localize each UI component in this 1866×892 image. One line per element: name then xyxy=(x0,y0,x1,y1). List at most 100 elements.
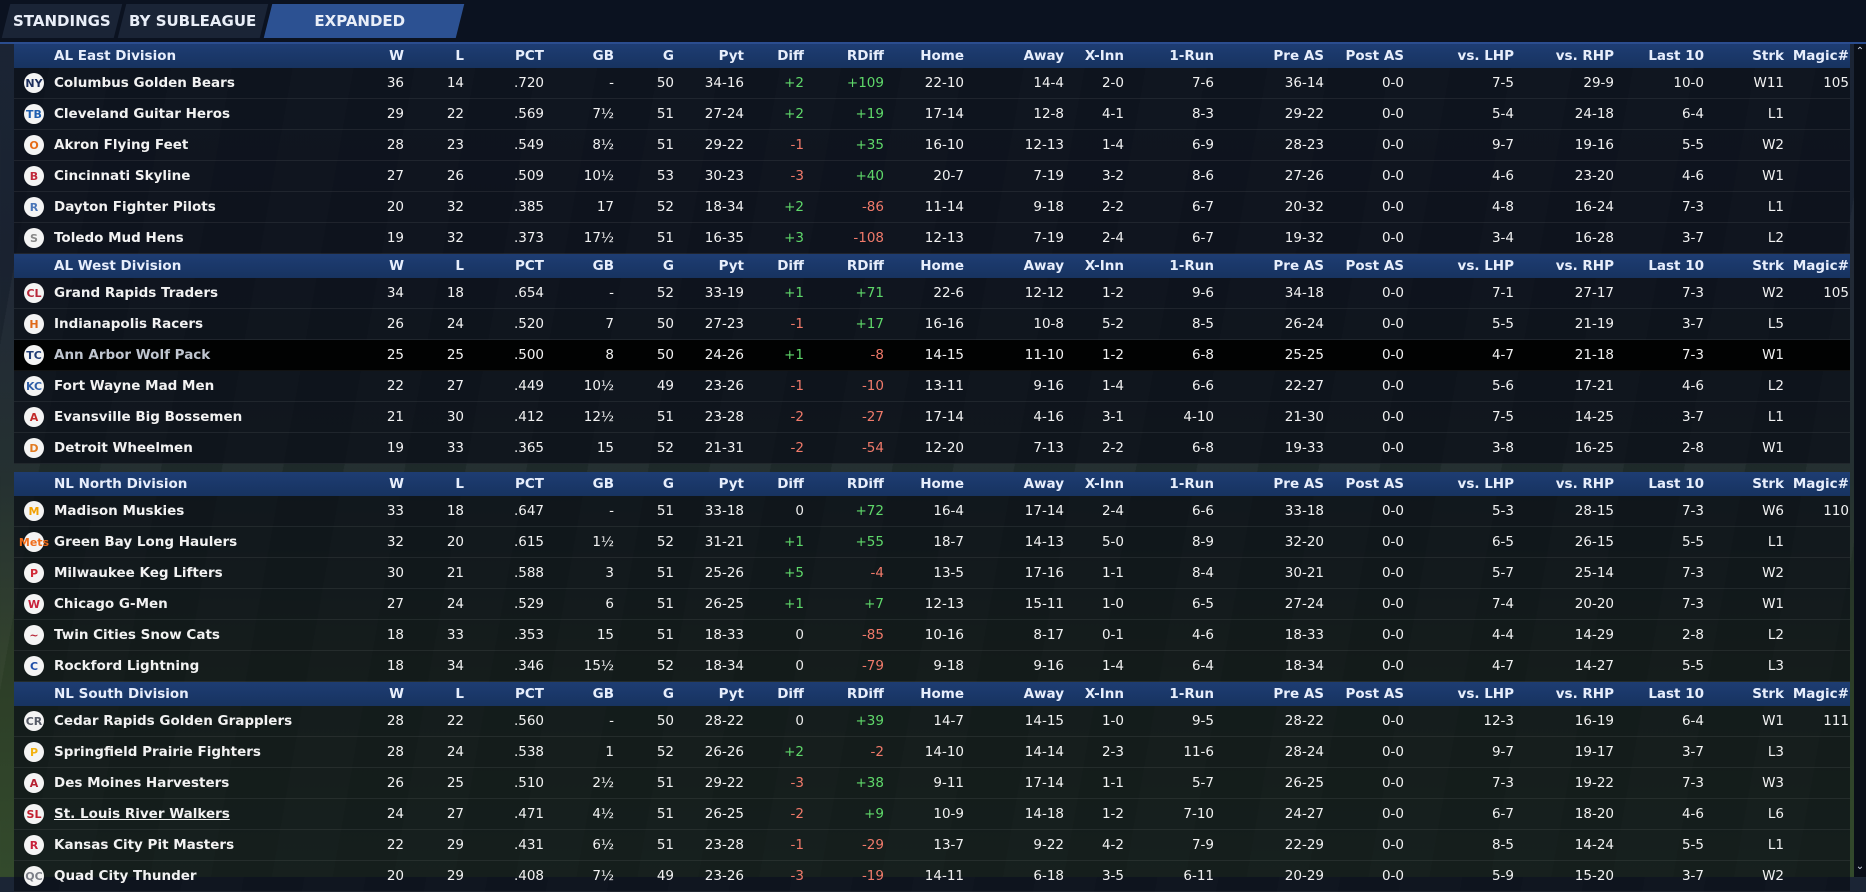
column-header-diff[interactable]: Diff xyxy=(777,476,804,492)
column-header-pythag[interactable]: Pyt xyxy=(718,686,744,702)
column-header-games[interactable]: G xyxy=(662,476,674,492)
team-row[interactable]: A Des Moines Harvesters 26 25 .510 2½ 51 29-22 -… xyxy=(14,768,1850,799)
column-header-games-back[interactable]: GB xyxy=(592,258,614,274)
team-name[interactable]: Columbus Golden Bears xyxy=(54,75,235,91)
column-header-vs-lhp[interactable]: vs. LHP xyxy=(1457,258,1514,274)
column-header-one-run[interactable]: 1-Run xyxy=(1169,686,1214,702)
column-header-one-run[interactable]: 1-Run xyxy=(1169,258,1214,274)
column-header-magic-number[interactable]: Magic# xyxy=(1792,686,1849,702)
column-header-run-diff[interactable]: RDiff xyxy=(846,686,884,702)
column-header-magic-number[interactable]: Magic# xyxy=(1792,258,1849,274)
column-header-diff[interactable]: Diff xyxy=(777,258,804,274)
column-header-pre-allstar[interactable]: Pre AS xyxy=(1273,476,1324,492)
team-row[interactable]: R Kansas City Pit Masters 22 29 .431 6½ 51 23-2… xyxy=(14,830,1850,861)
column-header-wins[interactable]: W xyxy=(389,48,404,64)
team-name[interactable]: Grand Rapids Traders xyxy=(54,285,219,301)
team-name[interactable]: Cleveland Guitar Heros xyxy=(54,106,231,122)
column-header-post-allstar[interactable]: Post AS xyxy=(1345,476,1404,492)
column-header-losses[interactable]: L xyxy=(455,258,464,274)
column-header-last-10[interactable]: Last 10 xyxy=(1648,686,1704,702)
team-row[interactable]: SL St. Louis River Walkers 24 27 .471 4½ 51 26-… xyxy=(14,799,1850,830)
column-header-vs-lhp[interactable]: vs. LHP xyxy=(1457,48,1514,64)
column-header-games[interactable]: G xyxy=(662,686,674,702)
column-header-magic-number[interactable]: Magic# xyxy=(1792,476,1849,492)
chevron-up-icon[interactable]: ⌃ xyxy=(1855,46,1865,57)
team-row[interactable]: ~ Twin Cities Snow Cats 18 33 .353 15 51 18-33 0… xyxy=(14,620,1850,651)
column-header-away[interactable]: Away xyxy=(1023,48,1064,64)
team-row[interactable]: M Madison Muskies 33 18 .647 - 51 33-18 0 +72 16-4… xyxy=(14,496,1850,527)
team-row[interactable]: S Toledo Mud Hens 19 32 .373 17½ 51 16-35 +3 -108… xyxy=(14,223,1850,254)
column-header-pythag[interactable]: Pyt xyxy=(718,258,744,274)
column-header-pct[interactable]: PCT xyxy=(514,476,544,492)
team-name[interactable]: Indianapolis Racers xyxy=(54,316,204,332)
vertical-scrollbar[interactable]: ⌃ ⌄ xyxy=(1854,44,1866,877)
team-row[interactable]: TB Cleveland Guitar Heros 29 22 .569 7½ 51 27-2… xyxy=(14,99,1850,130)
column-header-games[interactable]: G xyxy=(662,258,674,274)
column-header-wins[interactable]: W xyxy=(389,686,404,702)
column-header-vs-lhp[interactable]: vs. LHP xyxy=(1457,686,1514,702)
team-row[interactable]: KC Fort Wayne Mad Men 22 27 .449 10½ 49 23-26 -1… xyxy=(14,371,1850,402)
column-header-home[interactable]: Home xyxy=(920,48,964,64)
column-header-streak[interactable]: Strk xyxy=(1752,686,1784,702)
team-name[interactable]: Cincinnati Skyline xyxy=(54,168,191,184)
team-name[interactable]: Milwaukee Keg Lifters xyxy=(54,565,223,581)
column-header-diff[interactable]: Diff xyxy=(777,48,804,64)
column-header-games-back[interactable]: GB xyxy=(592,686,614,702)
column-header-vs-rhp[interactable]: vs. RHP xyxy=(1555,258,1614,274)
column-header-pre-allstar[interactable]: Pre AS xyxy=(1273,258,1324,274)
team-row[interactable]: P Milwaukee Keg Lifters 30 21 .588 3 51 25-26 +5… xyxy=(14,558,1850,589)
team-row[interactable]: TC Ann Arbor Wolf Pack 25 25 .500 8 50 24-26 +1 -… xyxy=(14,340,1850,371)
team-row[interactable]: W Chicago G-Men 27 24 .529 6 51 26-25 +1 +7 12-13 1… xyxy=(14,589,1850,620)
team-name[interactable]: Twin Cities Snow Cats xyxy=(54,627,220,643)
column-header-losses[interactable]: L xyxy=(455,686,464,702)
team-name[interactable]: Dayton Fighter Pilots xyxy=(54,199,216,215)
column-header-last-10[interactable]: Last 10 xyxy=(1648,258,1704,274)
column-header-losses[interactable]: L xyxy=(455,476,464,492)
column-header-games[interactable]: G xyxy=(662,48,674,64)
column-header-last-10[interactable]: Last 10 xyxy=(1648,48,1704,64)
column-header-last-10[interactable]: Last 10 xyxy=(1648,476,1704,492)
column-header-one-run[interactable]: 1-Run xyxy=(1169,48,1214,64)
column-header-pre-allstar[interactable]: Pre AS xyxy=(1273,48,1324,64)
team-row[interactable]: P Springfield Prairie Fighters 28 24 .538 1 52… xyxy=(14,737,1850,768)
column-header-away[interactable]: Away xyxy=(1023,258,1064,274)
column-header-games-back[interactable]: GB xyxy=(592,48,614,64)
column-header-run-diff[interactable]: RDiff xyxy=(846,476,884,492)
column-header-extra-innings[interactable]: X-Inn xyxy=(1084,476,1124,492)
column-header-away[interactable]: Away xyxy=(1023,476,1064,492)
team-row[interactable]: CR Cedar Rapids Golden Grapplers 28 22 .560 -… xyxy=(14,706,1850,737)
column-header-pct[interactable]: PCT xyxy=(514,686,544,702)
team-name[interactable]: Madison Muskies xyxy=(54,503,185,519)
column-header-extra-innings[interactable]: X-Inn xyxy=(1084,48,1124,64)
column-header-extra-innings[interactable]: X-Inn xyxy=(1084,686,1124,702)
tab-standings[interactable]: STANDINGS xyxy=(1,4,123,38)
column-header-one-run[interactable]: 1-Run xyxy=(1169,476,1214,492)
column-header-games-back[interactable]: GB xyxy=(592,476,614,492)
team-name[interactable]: Toledo Mud Hens xyxy=(54,230,184,246)
team-name[interactable]: Green Bay Long Haulers xyxy=(54,534,238,550)
team-row[interactable]: D Detroit Wheelmen 19 33 .365 15 52 21-31 -2 -54 1… xyxy=(14,433,1850,464)
column-header-vs-rhp[interactable]: vs. RHP xyxy=(1555,476,1614,492)
column-header-post-allstar[interactable]: Post AS xyxy=(1345,258,1404,274)
column-header-away[interactable]: Away xyxy=(1023,686,1064,702)
column-header-home[interactable]: Home xyxy=(920,258,964,274)
team-name[interactable]: Springfield Prairie Fighters xyxy=(54,744,261,760)
team-name[interactable]: Quad City Thunder xyxy=(54,868,197,884)
team-row[interactable]: Mets Green Bay Long Haulers 32 20 .615 1½ 52 31… xyxy=(14,527,1850,558)
column-header-post-allstar[interactable]: Post AS xyxy=(1345,48,1404,64)
team-row[interactable]: A Evansville Big Bossemen 21 30 .412 12½ 51 23-… xyxy=(14,402,1850,433)
team-name[interactable]: Cedar Rapids Golden Grapplers xyxy=(54,713,293,729)
column-header-pre-allstar[interactable]: Pre AS xyxy=(1273,686,1324,702)
column-header-vs-lhp[interactable]: vs. LHP xyxy=(1457,476,1514,492)
column-header-home[interactable]: Home xyxy=(920,686,964,702)
team-name[interactable]: St. Louis River Walkers xyxy=(54,806,230,822)
column-header-home[interactable]: Home xyxy=(920,476,964,492)
team-name[interactable]: Evansville Big Bossemen xyxy=(54,409,243,425)
team-row[interactable]: R Dayton Fighter Pilots 20 32 .385 17 52 18-34 +… xyxy=(14,192,1850,223)
column-header-wins[interactable]: W xyxy=(389,258,404,274)
team-row[interactable]: CL Grand Rapids Traders 34 18 .654 - 52 33-19 +1… xyxy=(14,278,1850,309)
column-header-diff[interactable]: Diff xyxy=(777,686,804,702)
column-header-magic-number[interactable]: Magic# xyxy=(1792,48,1849,64)
column-header-vs-rhp[interactable]: vs. RHP xyxy=(1555,48,1614,64)
tab-expanded-standings[interactable]: EXPANDED STANDINGS xyxy=(263,4,465,64)
